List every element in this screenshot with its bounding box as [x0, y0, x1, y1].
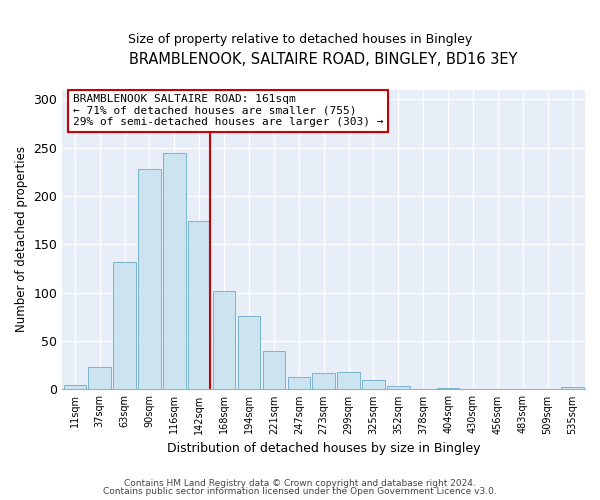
Bar: [287, 377, 310, 390]
Bar: [64, 384, 86, 390]
Text: Contains public sector information licensed under the Open Government Licence v3: Contains public sector information licen…: [103, 487, 497, 496]
Bar: [88, 367, 111, 390]
Bar: [213, 290, 235, 390]
Bar: [113, 262, 136, 390]
Text: Contains HM Land Registry data © Crown copyright and database right 2024.: Contains HM Land Registry data © Crown c…: [124, 478, 476, 488]
Y-axis label: Number of detached properties: Number of detached properties: [15, 146, 28, 332]
Bar: [362, 380, 385, 390]
X-axis label: Distribution of detached houses by size in Bingley: Distribution of detached houses by size …: [167, 442, 481, 455]
Bar: [163, 154, 185, 390]
Bar: [138, 169, 161, 390]
Bar: [188, 221, 211, 390]
Bar: [313, 373, 335, 390]
Text: Size of property relative to detached houses in Bingley: Size of property relative to detached ho…: [128, 32, 472, 46]
Title: BRAMBLENOOK, SALTAIRE ROAD, BINGLEY, BD16 3EY: BRAMBLENOOK, SALTAIRE ROAD, BINGLEY, BD1…: [130, 52, 518, 68]
Bar: [562, 388, 584, 390]
Bar: [387, 386, 410, 390]
Bar: [238, 316, 260, 390]
Bar: [263, 350, 285, 390]
Text: BRAMBLENOOK SALTAIRE ROAD: 161sqm
← 71% of detached houses are smaller (755)
29%: BRAMBLENOOK SALTAIRE ROAD: 161sqm ← 71% …: [73, 94, 383, 127]
Bar: [437, 388, 460, 390]
Bar: [337, 372, 360, 390]
